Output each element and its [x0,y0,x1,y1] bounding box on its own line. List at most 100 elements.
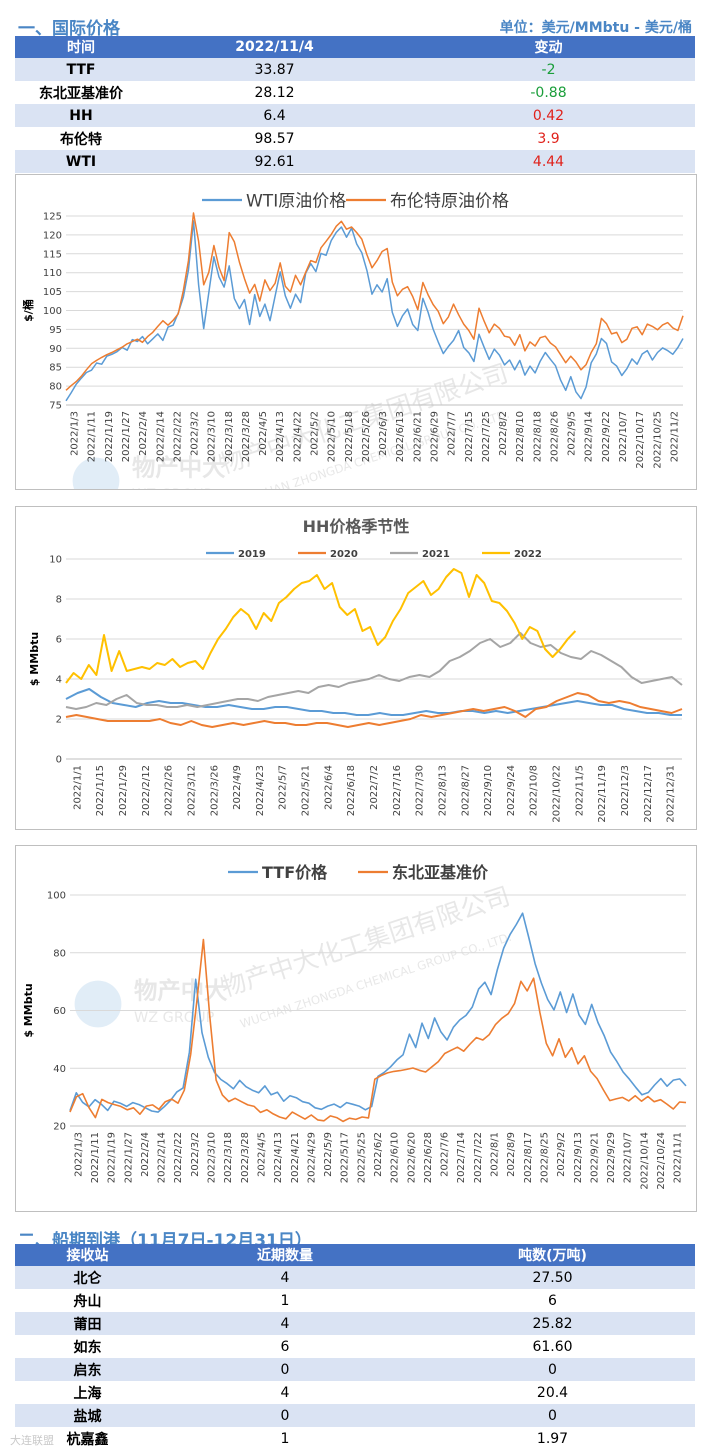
y-tick-label: 2 [56,715,62,726]
row-change: -2 [402,58,695,81]
table-row: TTF 33.87 -2 [15,58,695,81]
x-tick-label: 2022/10/25 [652,411,663,469]
tonnage: 61.60 [410,1335,695,1358]
ship-count: 0 [160,1358,410,1381]
ship-count: 1 [160,1289,410,1312]
x-tick-label: 2022/11/19 [597,765,608,823]
x-tick-label: 2022/3/10 [207,411,218,462]
row-change: 4.44 [402,150,695,173]
x-tick-label: 2022/11/5 [574,765,585,816]
watermark-logo-icon [74,980,122,1028]
tonnage: 27.50 [410,1266,695,1289]
terminal-name: 杭嘉鑫 [15,1427,160,1450]
x-tick-label: 2022/1/3 [73,1132,84,1177]
x-tick-label: 2022/3/12 [186,765,197,816]
tonnage: 0 [410,1358,695,1381]
row-name: TTF [15,58,147,81]
legend-label: 2022 [514,549,542,560]
x-tick-label: 2022/8/26 [549,411,560,462]
x-tick-label: 2022/3/18 [224,411,235,462]
x-tick-label: 2022/6/2 [373,1132,384,1177]
x-tick-label: 2022/6/18 [346,765,357,816]
legend-label: 布伦特原油价格 [390,191,509,211]
x-tick-label: 2022/10/14 [639,1132,650,1190]
x-tick-label: 2022/10/24 [656,1132,667,1190]
x-tick-label: 2022/2/4 [138,411,149,456]
hh-seasonal-chart: HH价格季节性 0 2 4 6 8 10 2022/1/1 2022/1/15 2022/1/29… [28,517,683,823]
x-tick-label: 2022/1/11 [87,411,98,462]
x-tick-label: 2022/5/25 [356,1132,367,1183]
y-tick-label: 120 [43,230,62,241]
x-tick-label: 2022/6/10 [390,1132,401,1183]
row-value: 98.57 [147,127,402,150]
price-table: 时间 2022/11/4 变动 TTF 33.87 -2 东北亚基准价 28.12 -0.… [15,36,695,173]
ship-count: 1 [160,1427,410,1450]
hh-chart-panel: HH价格季节性 0 2 4 6 8 10 2022/1/1 2022/1/15 2022/1/29… [15,506,697,830]
table-row: 上海 4 20.4 [15,1381,695,1404]
x-tick-label: 2022/10/22 [552,765,563,823]
y-axis-label: $ MMbtu [28,632,41,686]
series-line-东北亚基准价 [69,938,687,1123]
x-tick-label: 2022/8/10 [515,411,526,462]
row-change: 3.9 [402,127,695,150]
terminal-name: 舟山 [15,1289,160,1312]
y-tick-label: 100 [47,891,66,902]
table-row: HH 6.4 0.42 [15,104,695,127]
header-tons: 吨数(万吨) [410,1244,695,1266]
x-tick-label: 2022/9/24 [506,765,517,816]
x-tick-label: 2022/9/13 [573,1132,584,1183]
x-tick-label: 2022/1/3 [70,411,81,456]
x-tick-label: 2022/6/3 [378,411,389,456]
x-tick-label: 2022/10/17 [635,411,646,469]
x-tick-label: 2022/7/7 [447,411,458,456]
legend-label: WTI原油价格 [246,191,346,211]
x-tick-label: 2022/4/22 [292,411,303,462]
y-tick-label: 85 [49,363,62,374]
ttf-chart-panel: 物产中大 WZ GROUP 物产中大化工集团有限公司 WUCHAN ZHONGDA C… [15,845,697,1212]
y-tick-label: 6 [56,635,62,646]
x-tick-label: 2022/5/7 [278,765,289,810]
row-value: 6.4 [147,104,402,127]
y-tick-label: 115 [43,249,62,260]
table-row: 东北亚基准价 28.12 -0.88 [15,81,695,104]
tonnage: 25.82 [410,1312,695,1335]
x-tick-label: 2022/12/17 [643,765,654,823]
x-tick-label: 2022/10/7 [618,411,629,462]
x-tick-label: 2022/1/1 [72,765,83,810]
table-row: 启东 0 0 [15,1358,695,1381]
y-tick-label: 80 [53,948,66,959]
x-tick-label: 2022/7/30 [415,765,426,816]
series-line-TTF价格 [69,912,687,1113]
y-tick-label: 0 [56,755,62,766]
x-tick-label: 2022/1/11 [90,1132,101,1183]
x-tick-label: 2022/5/10 [327,411,338,462]
y-tick-label: 80 [49,382,62,393]
x-tick-label: 2022/9/21 [589,1132,600,1183]
x-tick-label: 2022/8/18 [532,411,543,462]
y-tick-label: 125 [43,212,62,223]
x-tick-label: 2022/8/17 [523,1132,534,1183]
x-tick-label: 2022/6/20 [406,1132,417,1183]
terminal-name: 上海 [15,1381,160,1404]
x-tick-label: 2022/2/22 [173,1132,184,1183]
row-name: 东北亚基准价 [15,81,147,104]
x-tick-label: 2022/10/7 [623,1132,634,1183]
arrival-table: 接收站 近期数量 吨数(万吨) 北仑 4 27.50 舟山 1 6 莆田 4 25.82 如东 6 6… [15,1244,695,1450]
x-tick-label: 2022/8/2 [498,411,509,456]
header-change: 变动 [402,36,695,58]
x-tick-label: 2022/8/9 [506,1132,517,1177]
series-line-WTI原油价格 [65,220,684,402]
terminal-name: 启东 [15,1358,160,1381]
x-tick-label: 2022/7/25 [481,411,492,462]
x-tick-label: 2022/6/21 [412,411,423,462]
tonnage: 1.97 [410,1427,695,1450]
x-tick-label: 2022/1/15 [95,765,106,816]
y-tick-label: 60 [53,1006,66,1017]
x-tick-label: 2022/7/2 [369,765,380,810]
x-tick-label: 2022/6/13 [395,411,406,462]
row-name: WTI [15,150,147,173]
x-tick-label: 2022/1/19 [107,1132,118,1183]
x-tick-label: 2022/2/14 [155,411,166,462]
x-tick-label: 2022/4/5 [256,1132,267,1177]
row-value: 33.87 [147,58,402,81]
